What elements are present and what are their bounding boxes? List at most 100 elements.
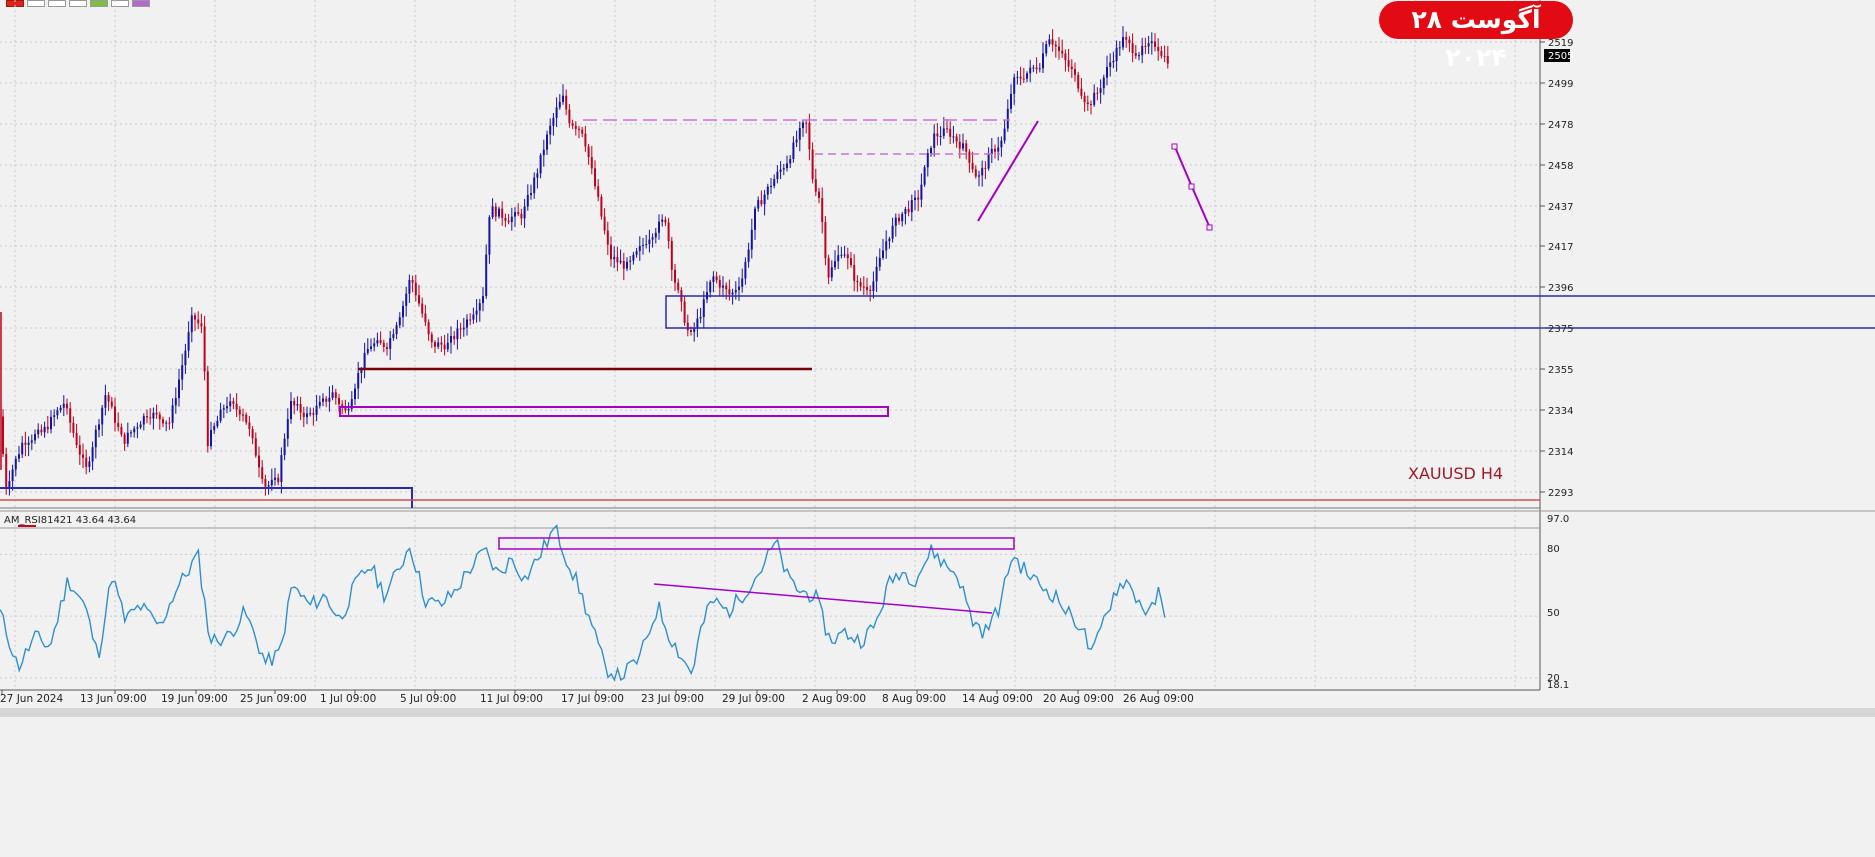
rsi-tick-label: 80 (1547, 544, 1560, 555)
time-tick-label: 8 Aug 09:00 (882, 693, 946, 705)
candle-body (123, 434, 126, 444)
candle-body (846, 254, 849, 259)
candle-body (27, 442, 30, 445)
candle-body (562, 95, 564, 102)
candle-body (1074, 69, 1076, 75)
candle-body (501, 208, 504, 218)
candle-body (264, 478, 267, 487)
candle-body (779, 169, 782, 172)
candle-body (216, 420, 219, 427)
candle-body (229, 401, 232, 407)
toolbar-swatch-icon[interactable] (48, 0, 66, 7)
candle-body (603, 216, 606, 231)
candle-body (360, 369, 363, 374)
candle-body (824, 222, 827, 259)
candle-body (277, 477, 280, 483)
candle-body (818, 191, 820, 199)
toolbar-swatch-icon[interactable] (111, 0, 129, 7)
candle-body (56, 410, 59, 416)
price-tick-label: 2396 (1548, 283, 1573, 294)
toolbar-swatch-icon[interactable] (90, 0, 108, 7)
time-tick-label: 19 Jun 09:00 (161, 693, 228, 705)
candle-body (1096, 92, 1099, 94)
candle-body (376, 340, 379, 344)
candle-body (1016, 76, 1019, 78)
candle-body (549, 125, 552, 135)
candle-body (795, 139, 798, 143)
candle-body (693, 328, 696, 332)
candle-body (2, 416, 4, 454)
candle-body (389, 338, 392, 349)
tab-strip[interactable] (0, 708, 1875, 717)
rsi-label: AM_RSI81421 43.64 43.64 (4, 515, 136, 526)
candle-body (830, 267, 833, 278)
candle-body (574, 125, 577, 129)
candle-body (408, 280, 411, 294)
candle-body (133, 428, 136, 433)
current-price-box (1544, 49, 1570, 62)
candle-body (760, 200, 763, 205)
candle-body (402, 305, 404, 318)
candle-body (904, 209, 907, 214)
price-tick-label: 2519 (1548, 38, 1573, 49)
candle-body (69, 408, 72, 423)
candle-body (392, 334, 395, 339)
price-tick-label: 2478 (1548, 120, 1573, 131)
low-zone-line (0, 487, 413, 508)
candle-body (757, 200, 760, 209)
candle-body (536, 173, 539, 178)
toolbar-swatch-icon[interactable] (69, 0, 87, 7)
candle-body (139, 424, 142, 428)
candle-body (568, 109, 571, 124)
candle-body (1160, 50, 1163, 56)
candle-body (37, 429, 40, 435)
candle-body (261, 467, 264, 479)
candle-body (40, 429, 43, 433)
candle-body (613, 257, 616, 260)
candle-body (421, 303, 424, 314)
candle-body (946, 128, 948, 130)
candle-body (325, 398, 328, 402)
chart-toolbar[interactable] (6, 0, 150, 7)
candle-body (491, 206, 494, 218)
candle-body (840, 254, 843, 256)
candle-body (1026, 73, 1028, 79)
candle-body (146, 416, 148, 418)
candle-body (587, 146, 590, 158)
candle-body (245, 414, 248, 423)
candle-body (8, 481, 11, 488)
candle-body (174, 398, 177, 406)
candle-body (197, 319, 200, 324)
candle-body (715, 276, 718, 281)
candle-body (1109, 62, 1112, 67)
candle-body (648, 239, 651, 245)
candle-body (920, 184, 923, 200)
candle-body (312, 413, 315, 415)
candle-body (837, 255, 840, 262)
candle-body (1022, 78, 1025, 80)
candle-body (142, 416, 145, 425)
candle-body (571, 123, 574, 126)
candle-body (766, 186, 769, 195)
demand-zone-box (665, 295, 1875, 329)
candle-body (552, 117, 555, 126)
rsi-divergence-line (653, 583, 993, 614)
toolbar-swatch-icon[interactable] (27, 0, 45, 7)
candle-body (542, 149, 545, 156)
candle-body (949, 128, 952, 137)
candle-body (670, 241, 673, 270)
candle-body (149, 417, 152, 419)
candle-body (34, 434, 36, 441)
candle-body (1042, 53, 1044, 69)
toolbar-swatch-icon[interactable] (132, 0, 150, 7)
candle-body (46, 426, 49, 430)
candle-body (232, 401, 235, 404)
candle-body (763, 194, 766, 205)
candle-body (786, 163, 788, 169)
candle-body (654, 232, 657, 238)
candle-body (114, 406, 116, 423)
candle-body (405, 293, 408, 306)
candle-body (440, 342, 443, 345)
time-tick-label: 17 Jul 09:00 (561, 693, 624, 705)
